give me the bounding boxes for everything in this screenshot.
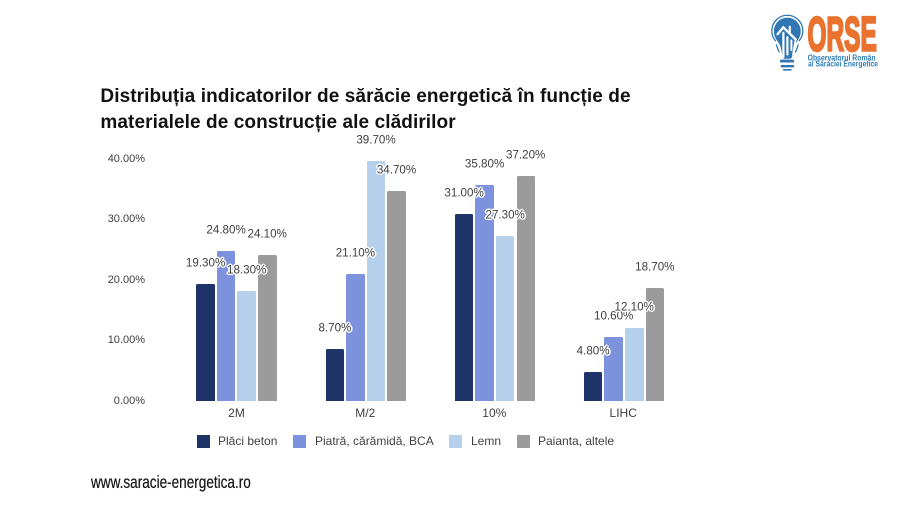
svg-text:Observatorul Român: Observatorul Român [808, 52, 876, 62]
svg-text:al Sărăciei Energetice: al Sărăciei Energetice [808, 59, 878, 69]
svg-text:ORSE: ORSE [808, 9, 877, 62]
